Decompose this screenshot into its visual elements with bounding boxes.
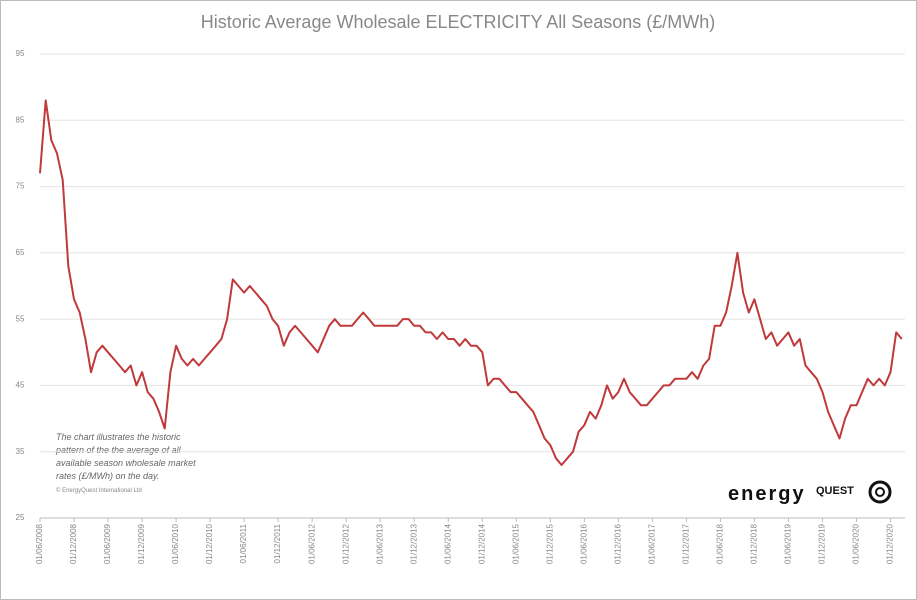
y-tick-label: 75	[16, 182, 25, 191]
chart-title: Historic Average Wholesale ELECTRICITY A…	[201, 12, 716, 32]
y-tick-label: 85	[16, 115, 25, 124]
y-tick-label: 95	[16, 49, 25, 58]
x-tick-label: 01/06/2011	[239, 523, 248, 563]
x-tick-label: 01/06/2014	[443, 523, 452, 564]
x-tick-label: 01/06/2018	[716, 523, 725, 564]
x-tick-label: 01/12/2016	[613, 523, 622, 564]
x-tick-label: 01/12/2015	[545, 523, 554, 564]
y-tick-label: 45	[16, 381, 25, 390]
y-tick-label: 25	[16, 513, 25, 522]
x-tick-label: 01/06/2013	[375, 523, 384, 564]
logo-word: QUEST	[816, 485, 854, 497]
annotation: The chart illustrates the historic patte…	[55, 432, 196, 494]
x-tick-label: 01/06/2020	[852, 523, 861, 564]
y-tick-label: 65	[16, 248, 25, 257]
x-tick-label: 01/06/2015	[511, 523, 520, 564]
x-tick-label: 01/06/2010	[171, 523, 180, 564]
x-tick-label: 01/06/2012	[307, 523, 316, 564]
x-tick-label: 01/06/2017	[647, 523, 656, 564]
x-tick-label: 01/06/2008	[35, 523, 44, 564]
x-tick-label: 01/06/2016	[579, 523, 588, 564]
note-line: available season wholesale market	[56, 458, 196, 468]
copyright: © EnergyQuest International Ltd	[56, 487, 142, 494]
logo-icon	[875, 487, 885, 497]
x-tick-label: 01/12/2014	[477, 523, 486, 564]
data-line	[39, 99, 903, 466]
x-tick-label: 01/12/2020	[886, 523, 895, 564]
note-line: The chart illustrates the historic	[56, 432, 181, 442]
y-tick-label: 55	[16, 314, 25, 323]
x-tick-label: 01/12/2019	[818, 523, 827, 564]
note-line: rates (£/MWh) on the day.	[56, 471, 159, 481]
x-tick-label: 01/12/2018	[750, 523, 759, 564]
x-tick-label: 01/12/2017	[681, 523, 690, 564]
logo: energy QUEST	[728, 480, 892, 505]
x-tick-label: 01/12/2013	[409, 523, 418, 564]
x-tick-label: 01/06/2019	[784, 523, 793, 564]
x-tick-label: 01/12/2012	[341, 523, 350, 564]
logo-icon	[868, 480, 892, 504]
x-tick-label: 01/06/2009	[103, 523, 112, 564]
y-tick-label: 35	[16, 447, 25, 456]
x-tick-label: 01/12/2009	[137, 523, 146, 564]
note-line: pattern of the the average of all	[55, 445, 182, 455]
x-tick-label: 01/12/2010	[205, 523, 214, 564]
x-tick-label: 01/12/2011	[273, 523, 282, 563]
logo-word: energy	[728, 483, 806, 505]
x-tick-label: 01/12/2008	[69, 523, 78, 564]
